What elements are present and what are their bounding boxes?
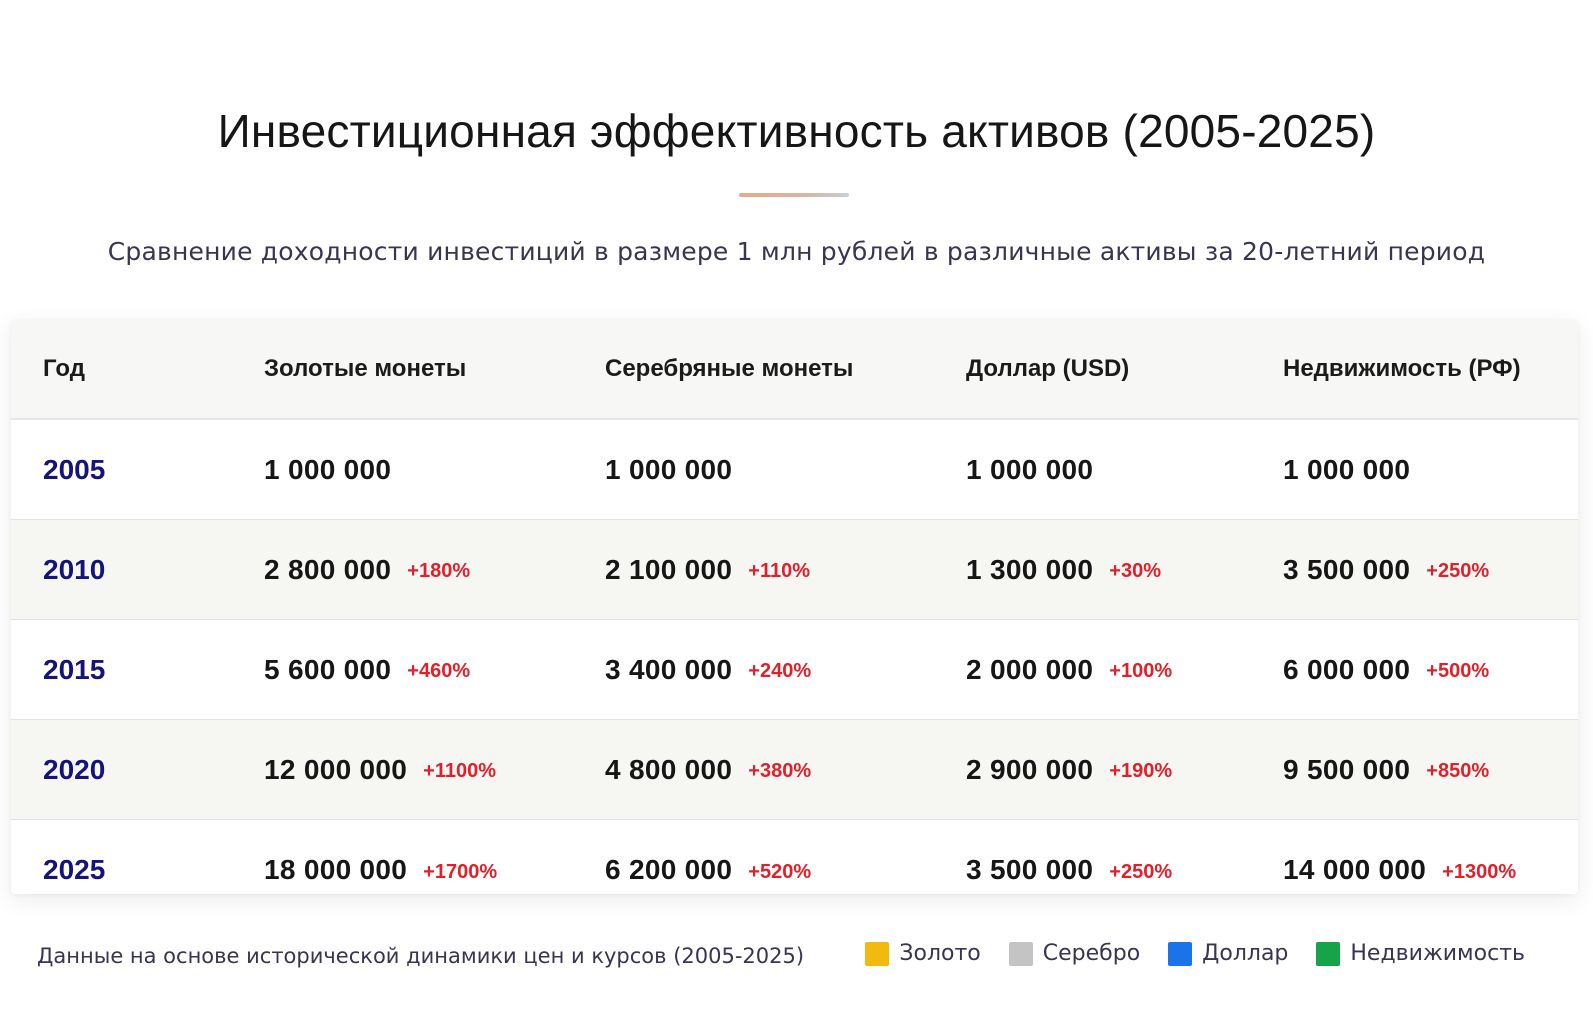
column-header-dollar: Доллар (USD) bbox=[966, 355, 1130, 382]
gold-change-badge: +1700% bbox=[423, 860, 498, 883]
silver-value: 3 400 000 bbox=[605, 653, 733, 685]
column-header-year: Год bbox=[43, 355, 85, 382]
dollar-change-badge: +30% bbox=[1109, 560, 1161, 582]
dollar-swatch bbox=[1168, 941, 1193, 966]
real-estate-change-badge: +1300% bbox=[1442, 860, 1517, 883]
real-estate-change-badge: +500% bbox=[1426, 660, 1490, 682]
silver-value: 1 000 000 bbox=[605, 453, 733, 485]
legend-label: Доллар bbox=[1202, 941, 1289, 966]
data-source-note: Данные на основе исторической динамики ц… bbox=[37, 944, 805, 968]
column-header-gold: Золотые монеты bbox=[264, 355, 467, 382]
legend-item-silver: Серебро bbox=[1008, 941, 1141, 966]
silver-value: 4 800 000 bbox=[605, 753, 733, 785]
investment-table: Год Золотые монеты Серебряные монеты Дол… bbox=[11, 320, 1578, 894]
row-year: 2010 bbox=[43, 553, 106, 585]
silver-change-badge: +110% bbox=[748, 560, 810, 582]
table-row: 2010 2 800 000 +180% 2 100 000 +110% 1 300… bbox=[11, 520, 1578, 620]
dollar-value: 1 000 000 bbox=[966, 453, 1094, 485]
table-header-row: Год Золотые монеты Серебряные монеты Дол… bbox=[11, 320, 1578, 420]
column-header-silver: Серебряные монеты bbox=[605, 355, 854, 382]
gold-value: 2 800 000 bbox=[264, 553, 392, 585]
silver-change-badge: +240% bbox=[748, 660, 812, 682]
legend-item-real-estate: Недвижимость bbox=[1316, 941, 1525, 966]
real-estate-change-badge: +250% bbox=[1426, 560, 1490, 582]
silver-swatch bbox=[1008, 941, 1033, 966]
gold-value: 5 600 000 bbox=[264, 653, 392, 685]
dollar-value: 2 900 000 bbox=[966, 753, 1094, 785]
table-row: 2015 5 600 000 +460% 3 400 000 +240% 2 000… bbox=[11, 620, 1578, 720]
page-title: Инвестиционная эффективность активов (20… bbox=[217, 105, 1376, 157]
real-estate-value: 6 000 000 bbox=[1283, 653, 1411, 685]
row-year: 2005 bbox=[43, 453, 106, 485]
legend-label: Недвижимость bbox=[1350, 941, 1525, 966]
gold-value: 12 000 000 bbox=[264, 753, 408, 785]
row-year: 2015 bbox=[43, 653, 106, 685]
gold-change-badge: +1100% bbox=[423, 760, 496, 782]
dollar-value: 3 500 000 bbox=[966, 854, 1094, 885]
real-estate-value: 1 000 000 bbox=[1283, 453, 1411, 485]
legend-label: Серебро bbox=[1042, 941, 1141, 966]
silver-change-badge: +520% bbox=[748, 860, 812, 883]
dollar-value: 2 000 000 bbox=[966, 653, 1094, 685]
dollar-change-badge: +190% bbox=[1109, 760, 1173, 782]
real-estate-swatch bbox=[1316, 941, 1341, 966]
gold-swatch bbox=[865, 941, 890, 966]
table-row: 2025 18 000 000 +1700% 6 200 000 +520% 3 5… bbox=[11, 820, 1578, 894]
table-row: 2005 1 000 000 1 000 000 1 000 000 1 000… bbox=[11, 420, 1578, 520]
column-header-real-estate: Недвижимость (РФ) bbox=[1283, 355, 1521, 382]
dollar-change-badge: +100% bbox=[1109, 660, 1173, 682]
legend-label: Золото bbox=[899, 941, 981, 966]
asset-legend: Золото Серебро Доллар Недвижимость bbox=[837, 941, 1525, 966]
real-estate-value: 3 500 000 bbox=[1283, 553, 1411, 585]
table-row: 2020 12 000 000 +1100% 4 800 000 +380% 2 9… bbox=[11, 720, 1578, 820]
gold-change-badge: +460% bbox=[407, 660, 471, 682]
gold-value: 1 000 000 bbox=[264, 453, 392, 485]
title-divider bbox=[739, 193, 849, 197]
real-estate-value: 9 500 000 bbox=[1283, 753, 1411, 785]
dollar-change-badge: +250% bbox=[1109, 860, 1173, 883]
real-estate-change-badge: +850% bbox=[1426, 760, 1490, 782]
dollar-value: 1 300 000 bbox=[966, 553, 1094, 585]
real-estate-value: 14 000 000 bbox=[1283, 854, 1427, 885]
silver-value: 6 200 000 bbox=[605, 854, 733, 885]
gold-value: 18 000 000 bbox=[264, 854, 408, 885]
legend-item-dollar: Доллар bbox=[1168, 941, 1288, 966]
gold-change-badge: +180% bbox=[407, 560, 471, 582]
row-year: 2020 bbox=[43, 753, 106, 785]
row-year: 2025 bbox=[43, 854, 106, 885]
silver-value: 2 100 000 bbox=[605, 553, 733, 585]
silver-change-badge: +380% bbox=[748, 760, 812, 782]
legend-item-gold: Золото bbox=[865, 941, 981, 966]
page-subtitle: Сравнение доходности инвестиций в размер… bbox=[107, 237, 1486, 266]
